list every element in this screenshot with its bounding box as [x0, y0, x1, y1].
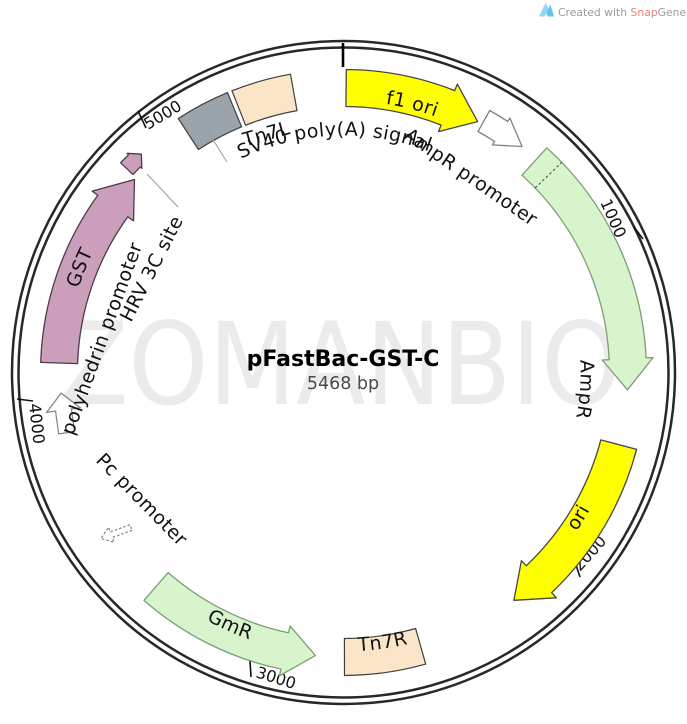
plasmid-size: 5468 bp: [307, 374, 379, 394]
hrv-3c-site-feature: [119, 152, 143, 176]
tick-3000: [249, 660, 252, 678]
brand-gene: Gene: [658, 6, 687, 19]
gmr-feature: [143, 571, 317, 677]
tick-4000: [16, 398, 34, 402]
sv40-polya-signal-feature: [177, 91, 243, 151]
plasmid-title-block: pFastBac-GST-C 5468 bp: [247, 347, 440, 394]
ampr-promoter-feature: [477, 109, 523, 148]
label-leader-lines: [146, 129, 228, 208]
polyhedrin-promoter-glyph: [45, 392, 82, 435]
svg-text:Created with SnapGene®: Created with SnapGene®: [558, 6, 687, 19]
plasmid-backbone: [10, 39, 677, 706]
snapgene-logo-icon: [539, 3, 554, 17]
gst-feature: [40, 178, 136, 365]
ampr-feature: [521, 147, 654, 391]
f1-ori-feature: [345, 68, 479, 133]
background-watermark: ZOMANBIO: [59, 298, 621, 431]
pc-promoter-glyph: [99, 523, 133, 544]
ampr-divider: [534, 161, 563, 189]
ampr-label: AmpR: [571, 359, 597, 420]
leader-line-0: [146, 173, 179, 208]
leader-line-1: [206, 129, 228, 163]
tick-label-4000: 4000: [25, 402, 49, 445]
tick-5000: [137, 110, 147, 129]
tn7l-feature: [231, 73, 298, 126]
tn7r-feature: [343, 627, 427, 677]
brand-snap: Snap: [631, 6, 658, 19]
ori-feature: [513, 439, 638, 601]
created-with-text: Created with: [558, 6, 631, 19]
snapgene-watermark: Created with SnapGene®: [539, 3, 687, 19]
plasmid-name: pFastBac-GST-C: [247, 347, 440, 372]
tick-1000: [633, 226, 644, 240]
plasmid-features: [40, 68, 654, 677]
